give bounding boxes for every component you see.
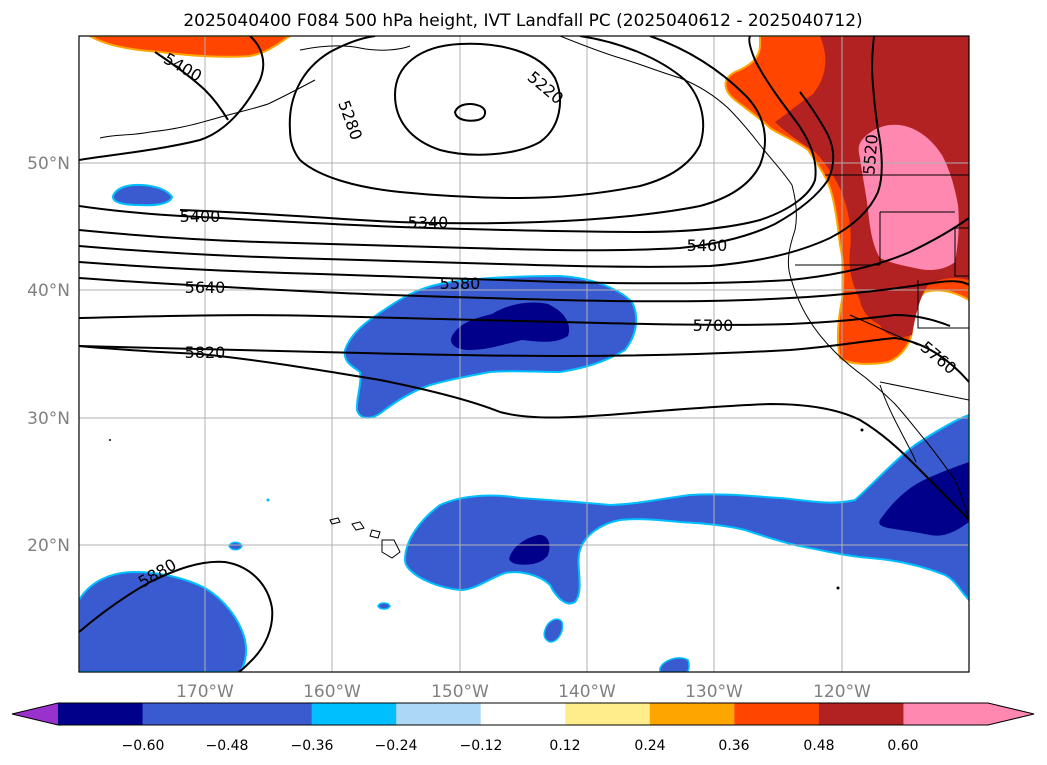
- neg-ivt-core-subtropical-east: [879, 462, 969, 536]
- map-frame: [78, 35, 970, 673]
- contour-5460: [79, 91, 835, 252]
- contour-label-5340: 5340: [408, 213, 449, 232]
- contour-label-5520: 5520: [859, 133, 881, 175]
- colorbar: −0.60 −0.48 −0.36 −0.24 −0.12 0.12 0.24 …: [11, 702, 1035, 754]
- height-contours: [79, 36, 969, 672]
- lon-axis-labels: 170°W 160°W 150°W 140°W 130°W 120°W: [176, 682, 871, 702]
- colorbar-segment: [142, 703, 228, 725]
- contour-5760: [79, 336, 969, 383]
- contour-label-5460: 5460: [687, 236, 728, 255]
- contour-5340: [79, 36, 766, 225]
- contour-5880: [79, 560, 274, 672]
- colorbar-segment: [227, 703, 313, 725]
- colorbar-label-8: 0.36: [718, 738, 749, 754]
- lon-label-130w: 130°W: [685, 682, 743, 702]
- contour-5580: [79, 217, 969, 285]
- colorbar-extend-max: [988, 703, 1034, 725]
- lon-label-170w: 170°W: [176, 682, 234, 702]
- contour-label-5580: 5580: [440, 274, 481, 293]
- contour-label-5400: 5400: [180, 207, 221, 226]
- contour-label-5820: 5820: [185, 343, 226, 362]
- lon-label-160w: 160°W: [303, 682, 361, 702]
- map-panel: 5400 5220 5280 5400 5340 5460 5580 5640 …: [78, 35, 970, 673]
- pos-ivt-region-pink: [858, 124, 959, 271]
- graticule: [79, 36, 969, 672]
- colorbar-label-4: −0.24: [375, 738, 418, 754]
- colorbar-segments: [58, 703, 989, 725]
- lat-label-40n: 40°N: [27, 281, 70, 301]
- colorbar-segment: [58, 703, 144, 725]
- pos-ivt-region-nw-corner: [88, 36, 292, 58]
- lat-axis-labels: 50°N 40°N 30°N 20°N: [27, 154, 70, 556]
- lat-label-50n: 50°N: [27, 154, 70, 174]
- neg-ivt-region-north: [112, 183, 174, 207]
- neg-ivt-speck-1: [543, 618, 564, 643]
- neg-ivt-core-central: [450, 302, 570, 350]
- contour-5700: [79, 313, 951, 327]
- neg-ivt-speck-4: [377, 602, 391, 610]
- contour-label-5700: 5700: [693, 316, 734, 335]
- contour-5220: [393, 42, 561, 156]
- colorbar-segment: [818, 703, 904, 725]
- colorbar-outline: [11, 702, 1035, 726]
- colorbar-segment: [396, 703, 482, 725]
- contour-5280: [288, 36, 705, 200]
- colorbar-tick-labels: −0.60 −0.48 −0.36 −0.24 −0.12 0.12 0.24 …: [122, 738, 919, 754]
- neg-ivt-speck-3: [228, 541, 243, 551]
- map-title: 2025040400 F084 500 hPa height, IVT Land…: [183, 11, 862, 31]
- colorbar-label-6: 0.12: [549, 738, 580, 754]
- colorbar-label-7: 0.24: [634, 738, 665, 754]
- colorbar-label-1: −0.60: [122, 738, 165, 754]
- contour-5820: [79, 345, 969, 521]
- colorbar-segment: [565, 703, 651, 725]
- colorbar-label-10: 0.60: [887, 738, 918, 754]
- contour-5520: [79, 36, 883, 268]
- contour-label-5640: 5640: [185, 278, 226, 297]
- lon-label-150w: 150°W: [431, 682, 489, 702]
- colorbar-segment: [903, 703, 989, 725]
- coastlines: [99, 36, 969, 590]
- contour-5400: [79, 36, 817, 234]
- neg-ivt-core-subtropical-west: [509, 534, 550, 565]
- colorbar-label-2: −0.48: [206, 738, 249, 754]
- colorbar-segment: [311, 703, 397, 725]
- lat-label-30n: 30°N: [27, 409, 70, 429]
- lon-label-120w: 120°W: [813, 682, 871, 702]
- colorbar-segment: [734, 703, 820, 725]
- contour-inner-low: [453, 103, 486, 122]
- colorbar-label-3: −0.36: [291, 738, 334, 754]
- colorbar-segment: [649, 703, 735, 725]
- lon-label-140w: 140°W: [558, 682, 616, 702]
- lat-label-20n: 20°N: [27, 536, 70, 556]
- contour-5640: [79, 277, 969, 303]
- colorbar-segment: [480, 703, 566, 725]
- contour-5400-nw: [154, 51, 229, 121]
- colorbar-extend-min: [12, 703, 58, 725]
- colorbar-label-9: 0.48: [803, 738, 834, 754]
- colorbar-label-5: −0.12: [460, 738, 503, 754]
